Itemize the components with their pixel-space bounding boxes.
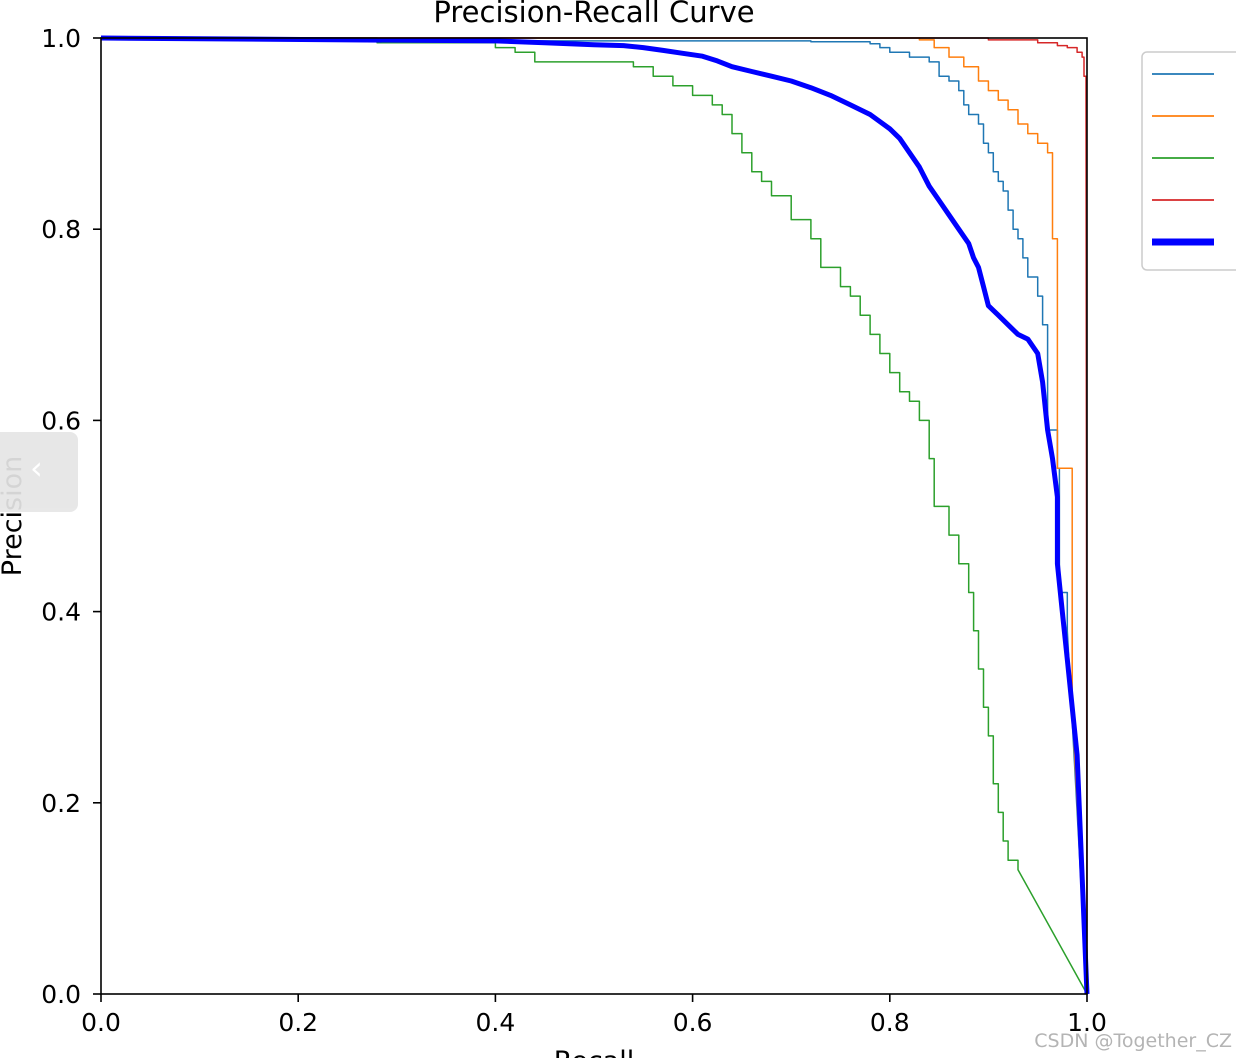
x-tick-label: 0.8	[870, 1008, 910, 1037]
x-tick-label: 1.0	[1067, 1008, 1107, 1037]
series-line-1	[101, 37, 1088, 995]
chevron-left-icon: ‹	[30, 449, 43, 487]
legend-box	[1141, 51, 1236, 271]
y-ticks: 0.0 0.2 0.4 0.6 0.8 1.0	[41, 24, 101, 1009]
y-tick-label: 0.2	[41, 789, 81, 818]
series-line-4	[100, 35, 1090, 995]
legend-entries	[1152, 73, 1214, 246]
y-tick-label: 0.4	[41, 598, 81, 627]
y-tick-label: 1.0	[41, 24, 81, 53]
x-tick-label: 0.0	[81, 1008, 121, 1037]
watermark: CSDN @Together_CZ	[1034, 1030, 1232, 1052]
series-line-0	[101, 37, 1088, 995]
x-ticks: 0.0 0.2 0.4 0.6 0.8 1.0	[81, 994, 1107, 1037]
y-tick-label: 0.0	[41, 980, 81, 1009]
x-tick-label: 0.2	[278, 1008, 318, 1037]
y-tick-label: 0.6	[41, 406, 81, 435]
series-line-2	[101, 37, 1088, 995]
series-line-3	[101, 37, 1088, 995]
y-tick-label: 0.8	[41, 215, 81, 244]
x-tick-label: 0.4	[476, 1008, 516, 1037]
legend	[1141, 51, 1236, 271]
series-layer	[100, 35, 1090, 995]
axes-frame	[100, 37, 1088, 995]
chart-title: Precision-Recall Curve	[433, 0, 754, 29]
x-tick-label: 0.6	[673, 1008, 713, 1037]
x-axis-label: Recall	[554, 1046, 635, 1058]
collapse-sidebar-button[interactable]: ‹	[0, 432, 78, 512]
